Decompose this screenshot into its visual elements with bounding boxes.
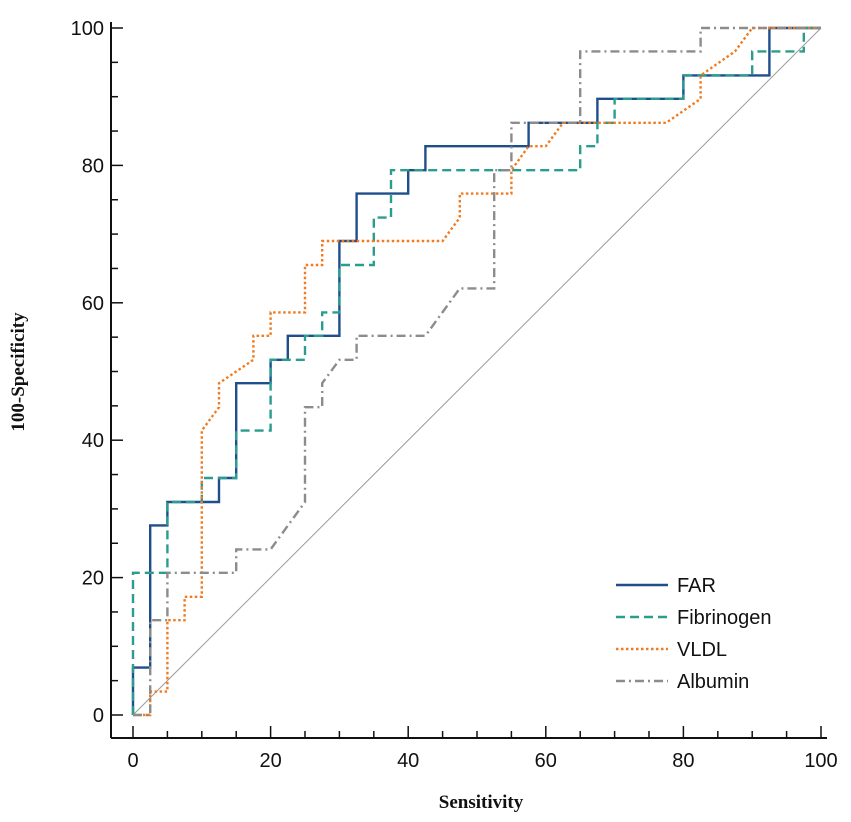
y-tick-label: 60 (82, 293, 104, 315)
y-axis-title: 100-Specificity (8, 312, 29, 432)
y-tick-label: 80 (82, 155, 104, 177)
y-tick-label: 0 (93, 705, 104, 727)
ticks-layer: 0 20 40 60 80 100 0 20 40 60 80 100 (71, 18, 838, 772)
x-tick-label: 40 (397, 750, 419, 772)
x-tick-label: 80 (672, 750, 694, 772)
series-line-vldl (133, 26, 821, 717)
series-layer (131, 26, 821, 717)
axes-layer (110, 22, 827, 739)
series-line-far (131, 26, 821, 715)
x-tick-label: 60 (535, 750, 557, 772)
y-tick-label: 40 (82, 430, 104, 452)
x-tick-label: 20 (259, 750, 281, 772)
legend-label-albumin: Albumin (677, 671, 749, 693)
legend: FAR Fibrinogen VLDL Albumin (616, 575, 772, 693)
x-axis-title: Sensitivity (439, 792, 524, 813)
reference-layer (132, 27, 822, 716)
y-tick-label: 20 (82, 568, 104, 590)
legend-label-vldl: VLDL (677, 639, 727, 661)
legend-label-fibrinogen: Fibrinogen (677, 607, 772, 629)
x-tick-label: 100 (804, 750, 837, 772)
reference-diagonal-line (132, 27, 822, 716)
y-tick-label: 100 (71, 18, 104, 40)
series-line-albumin (133, 26, 821, 717)
legend-label-far: FAR (677, 575, 716, 597)
x-tick-label: 0 (127, 750, 138, 772)
